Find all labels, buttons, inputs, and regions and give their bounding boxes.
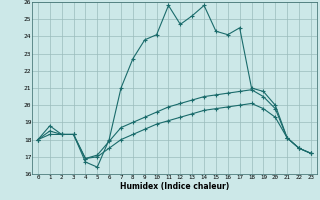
X-axis label: Humidex (Indice chaleur): Humidex (Indice chaleur) bbox=[120, 182, 229, 191]
